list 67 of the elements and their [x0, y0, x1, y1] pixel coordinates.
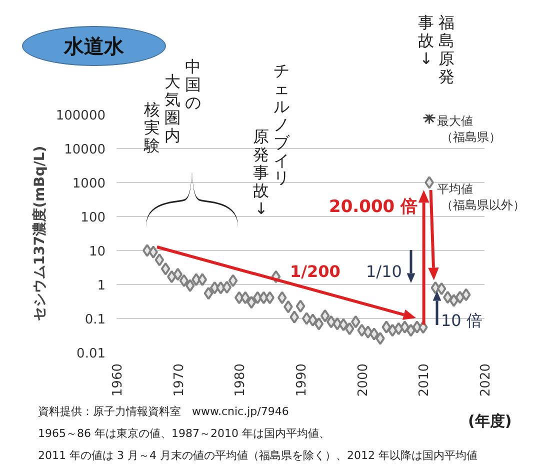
point	[382, 320, 392, 334]
xlabel: (年度)	[468, 412, 512, 431]
point	[369, 328, 379, 340]
y-tick-label: 1000	[72, 176, 106, 192]
annotation: 1965～86 年は東京の値、1987～2010 年は国内平均値、	[38, 427, 330, 442]
y-tick-label: 10000	[64, 142, 106, 158]
y-tick-label: 1	[97, 278, 106, 294]
point	[326, 315, 336, 328]
point	[455, 290, 465, 304]
point	[436, 282, 446, 296]
annotation: 福島原発事故↓	[417, 14, 456, 86]
point	[388, 324, 398, 337]
x-tick-label: 1990	[294, 363, 310, 397]
point	[332, 317, 342, 330]
annotation: 1/200	[290, 262, 340, 283]
point	[400, 320, 410, 334]
point	[160, 262, 170, 276]
x-tick-label: 2010	[417, 363, 432, 397]
y-tick-label: 10	[88, 244, 106, 260]
point	[357, 324, 366, 337]
point	[296, 300, 306, 313]
point	[344, 322, 354, 336]
point	[376, 332, 385, 345]
point	[308, 314, 318, 327]
point	[443, 290, 452, 304]
y-tick-label: 100	[80, 210, 106, 226]
point	[222, 280, 232, 294]
point	[449, 294, 458, 307]
point	[167, 270, 176, 284]
point	[351, 315, 360, 328]
point	[148, 246, 158, 259]
point	[284, 300, 293, 314]
point	[185, 279, 195, 292]
x-tick-label: 1980	[233, 363, 248, 397]
point	[338, 318, 348, 332]
x-tick-label: 1970	[172, 363, 187, 397]
point	[204, 286, 214, 300]
point	[246, 296, 256, 309]
point	[394, 322, 404, 336]
point	[154, 253, 164, 266]
y-tick-label: 100000	[56, 108, 106, 124]
annotation: 資料提供：原子力情報資料室 www.cnic.jp/7946	[38, 405, 289, 420]
point	[363, 326, 373, 339]
point	[320, 309, 330, 322]
point	[406, 324, 416, 337]
point	[179, 274, 189, 288]
point	[290, 310, 300, 324]
point	[277, 291, 287, 304]
annotation: 20.000 倍	[329, 196, 418, 218]
x-tick-label: 2020	[478, 363, 494, 397]
point	[228, 274, 238, 288]
y-tick-label: 0.1	[84, 312, 106, 328]
y-axis-title: セシウム137濃度(mBq/L)	[30, 146, 48, 322]
point	[240, 291, 250, 304]
annotation: 平均値（福島県以外）	[437, 182, 525, 214]
point	[173, 268, 182, 281]
x-tick-label: 1960	[110, 363, 126, 397]
annotation: 10 倍	[441, 311, 482, 332]
annotation: 2011 年の値は 3 月～4 月末の値の平均値（福島県を除く）、2012 年以降は国内平均値	[38, 449, 478, 464]
point	[461, 288, 471, 302]
point	[314, 317, 324, 330]
point	[198, 273, 208, 286]
point	[424, 176, 434, 189]
annotation: 1/10	[366, 262, 402, 283]
point	[265, 291, 274, 304]
y-tick-label: 0.01	[76, 346, 106, 362]
x-tick-label: 2000	[356, 363, 371, 397]
